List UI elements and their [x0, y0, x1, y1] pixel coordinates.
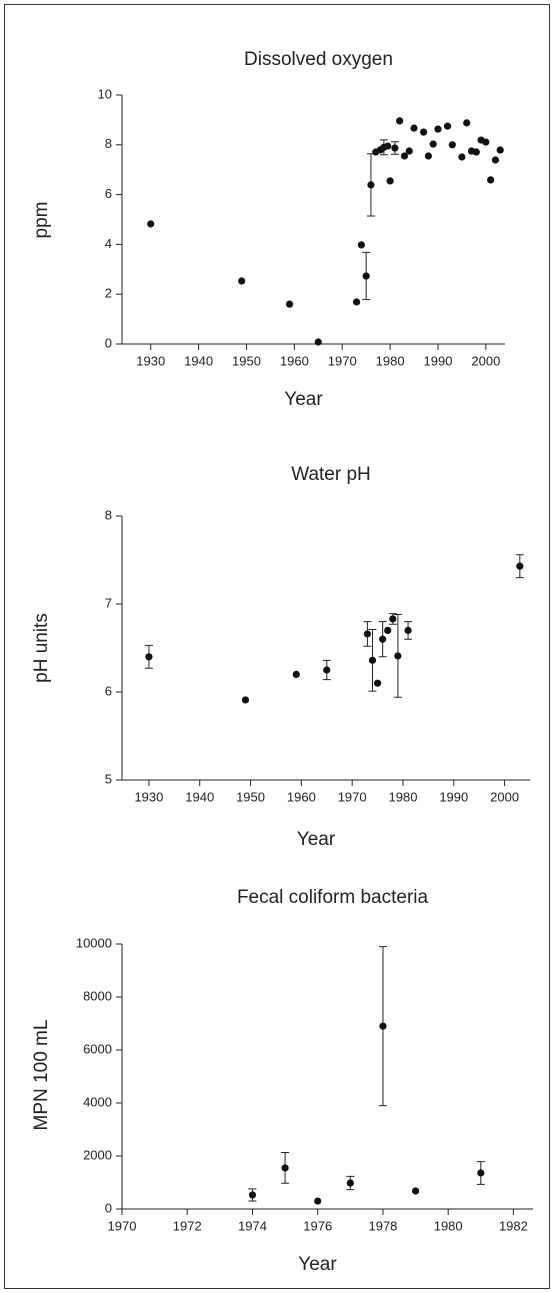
x-tick-label: 1940	[185, 789, 214, 804]
y-tick-label: 6	[105, 186, 112, 201]
data-point	[292, 670, 300, 679]
data-point	[362, 272, 370, 280]
y-tick-label: 4	[105, 236, 112, 251]
data-point	[281, 1164, 289, 1172]
y-tick-label: 0	[105, 335, 112, 350]
data-point	[145, 653, 153, 661]
x-tick-label: 1980	[389, 789, 418, 804]
y-tick-label: 8	[105, 136, 112, 151]
y-tick-label: 6000	[83, 1041, 112, 1056]
data-point	[379, 1022, 387, 1030]
data-point	[404, 626, 412, 635]
data-point	[458, 153, 466, 161]
y-axis-label: ppm	[31, 202, 52, 239]
y-tick-label: 6	[105, 683, 112, 698]
data-point	[147, 220, 155, 228]
y-tick-label: 10	[98, 86, 112, 101]
y-tick-label: 2000	[83, 1147, 112, 1162]
data-point	[346, 1179, 354, 1187]
data-point	[491, 156, 500, 164]
data-point	[384, 142, 392, 150]
x-axis-label: Year	[284, 389, 323, 410]
x-axis-label: Year	[297, 829, 336, 850]
y-tick-label: 4000	[83, 1094, 112, 1109]
x-tick-label: 1974	[238, 1218, 267, 1233]
y-tick-label: 7	[105, 595, 112, 610]
x-tick-label: 1972	[173, 1218, 202, 1233]
x-tick-label: 1990	[439, 789, 468, 804]
data-point	[516, 562, 524, 570]
data-point	[405, 147, 413, 155]
x-tick-label: 1950	[236, 789, 265, 804]
data-point	[285, 300, 294, 308]
data-point	[477, 1169, 485, 1177]
data-point	[389, 615, 397, 623]
data-point	[487, 176, 495, 184]
x-tick-label: 1980	[376, 353, 405, 368]
x-tick-label: 2000	[490, 789, 519, 804]
data-point	[448, 141, 456, 149]
data-point	[384, 626, 392, 635]
data-point	[238, 277, 246, 285]
data-point	[411, 1187, 420, 1195]
y-tick-label: 5	[105, 771, 112, 786]
chart-title: Fecal coliform bacteria	[237, 887, 429, 908]
data-point	[434, 125, 442, 133]
x-tick-label: 1930	[134, 789, 163, 804]
x-tick-label: 1970	[108, 1218, 137, 1233]
x-tick-label: 1978	[368, 1218, 397, 1233]
y-tick-label: 8000	[83, 988, 112, 1003]
x-tick-label: 2000	[471, 353, 500, 368]
x-tick-label: 1960	[287, 789, 316, 804]
data-point	[386, 177, 394, 185]
data-point	[429, 140, 437, 148]
y-tick-label: 2	[105, 286, 112, 301]
data-point	[248, 1191, 257, 1199]
x-tick-label: 1970	[338, 789, 367, 804]
data-point	[314, 338, 322, 346]
y-tick-label: 0	[105, 1200, 112, 1215]
x-tick-label: 1960	[280, 353, 309, 368]
data-point	[443, 122, 452, 130]
data-point	[373, 679, 382, 687]
x-tick-label: 1990	[424, 353, 453, 368]
data-point	[396, 117, 404, 125]
data-point	[367, 181, 375, 189]
x-tick-label: 1980	[434, 1218, 463, 1233]
data-point	[482, 138, 490, 146]
data-point	[496, 146, 504, 154]
data-point	[379, 635, 387, 643]
data-point	[424, 152, 432, 160]
data-point	[472, 148, 480, 156]
data-point	[394, 652, 402, 660]
data-point	[463, 119, 471, 127]
y-tick-label: 10000	[76, 935, 112, 950]
x-axis-label: Year	[298, 1254, 337, 1275]
y-axis-label: MPN 100 mL	[31, 1020, 52, 1131]
chart-title: Water pH	[291, 464, 371, 485]
data-point	[391, 144, 399, 152]
frame	[4, 4, 550, 1289]
data-point	[400, 152, 409, 160]
data-point	[368, 656, 377, 664]
x-tick-label: 1970	[328, 353, 357, 368]
y-axis-label: pH units	[31, 613, 52, 683]
x-tick-label: 1940	[184, 353, 213, 368]
x-tick-label: 1982	[499, 1218, 528, 1233]
data-point	[357, 241, 365, 249]
y-tick-label: 8	[105, 507, 112, 522]
data-point	[410, 124, 418, 132]
data-point	[352, 298, 361, 306]
x-tick-label: 1950	[232, 353, 261, 368]
x-tick-label: 1976	[303, 1218, 332, 1233]
x-tick-label: 1930	[136, 353, 165, 368]
data-point	[323, 666, 331, 674]
data-point	[241, 696, 250, 704]
data-point	[420, 128, 428, 136]
chart-title: Dissolved oxygen	[244, 49, 393, 70]
data-point	[314, 1197, 322, 1205]
data-point	[363, 630, 372, 638]
